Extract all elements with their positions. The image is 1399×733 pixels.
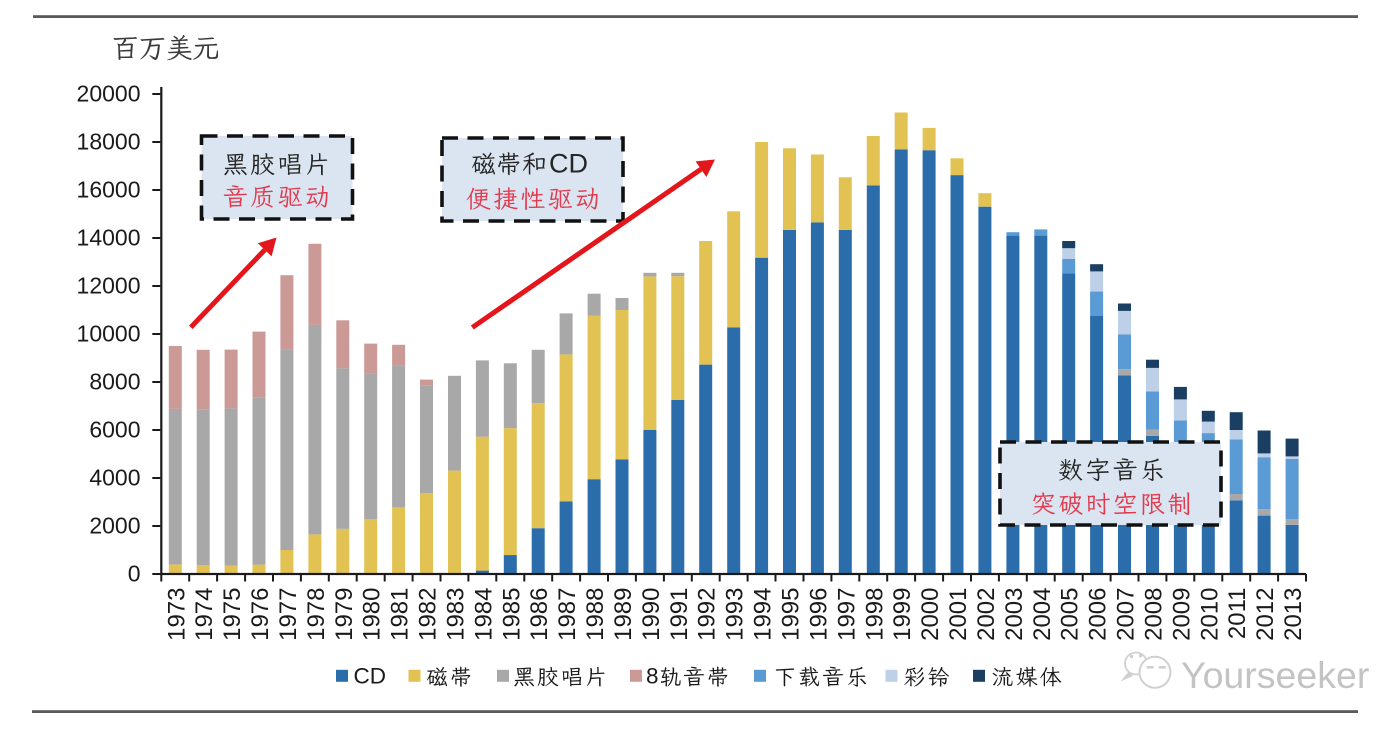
svg-text:1974: 1974 bbox=[191, 588, 218, 641]
svg-text:1999: 1999 bbox=[889, 588, 916, 641]
svg-text:1996: 1996 bbox=[805, 588, 832, 641]
svg-text:2004: 2004 bbox=[1029, 588, 1056, 641]
svg-text:1982: 1982 bbox=[415, 588, 442, 641]
svg-text:2012: 2012 bbox=[1252, 588, 1279, 641]
svg-text:10000: 10000 bbox=[77, 321, 141, 347]
svg-text:1991: 1991 bbox=[666, 588, 693, 641]
svg-text:18000: 18000 bbox=[77, 129, 141, 155]
svg-text:14000: 14000 bbox=[77, 225, 141, 251]
svg-text:2009: 2009 bbox=[1168, 588, 1195, 641]
svg-text:1995: 1995 bbox=[778, 588, 805, 641]
svg-text:1973: 1973 bbox=[163, 588, 190, 641]
svg-text:1980: 1980 bbox=[359, 588, 386, 641]
svg-text:1987: 1987 bbox=[554, 588, 581, 641]
svg-text:0: 0 bbox=[128, 561, 141, 587]
svg-text:1990: 1990 bbox=[638, 588, 665, 641]
svg-text:1985: 1985 bbox=[498, 588, 525, 641]
svg-text:1976: 1976 bbox=[247, 588, 274, 641]
svg-text:1983: 1983 bbox=[443, 588, 470, 641]
svg-text:1988: 1988 bbox=[582, 588, 609, 641]
svg-text:1975: 1975 bbox=[219, 588, 246, 641]
svg-text:2006: 2006 bbox=[1085, 588, 1112, 641]
svg-text:2013: 2013 bbox=[1280, 588, 1307, 641]
svg-text:1986: 1986 bbox=[526, 588, 553, 641]
svg-text:8000: 8000 bbox=[89, 369, 140, 395]
svg-text:2007: 2007 bbox=[1113, 588, 1140, 641]
svg-text:1992: 1992 bbox=[694, 588, 721, 641]
svg-text:2000: 2000 bbox=[917, 588, 944, 641]
svg-text:1978: 1978 bbox=[303, 588, 330, 641]
svg-text:1998: 1998 bbox=[861, 588, 888, 641]
svg-text:4000: 4000 bbox=[89, 465, 140, 491]
svg-text:2003: 2003 bbox=[1001, 588, 1028, 641]
svg-text:2010: 2010 bbox=[1196, 588, 1223, 641]
svg-text:2008: 2008 bbox=[1141, 588, 1168, 641]
svg-text:2000: 2000 bbox=[89, 513, 140, 539]
svg-text:1984: 1984 bbox=[470, 588, 497, 641]
svg-text:20000: 20000 bbox=[77, 81, 141, 107]
svg-text:1994: 1994 bbox=[750, 588, 777, 641]
svg-text:8: 8 bbox=[646, 664, 659, 689]
svg-text:1979: 1979 bbox=[331, 588, 358, 641]
svg-text:CD: CD bbox=[354, 664, 387, 689]
svg-text:2002: 2002 bbox=[973, 588, 1000, 641]
svg-text:2001: 2001 bbox=[945, 588, 972, 641]
svg-text:2011: 2011 bbox=[1224, 588, 1251, 640]
svg-text:1997: 1997 bbox=[833, 588, 860, 641]
svg-text:1977: 1977 bbox=[275, 588, 302, 641]
svg-text:1993: 1993 bbox=[722, 588, 749, 641]
svg-text:16000: 16000 bbox=[77, 177, 141, 203]
svg-text:1989: 1989 bbox=[610, 588, 637, 641]
svg-text:Yourseeker: Yourseeker bbox=[1181, 654, 1369, 696]
svg-text:2005: 2005 bbox=[1057, 588, 1084, 641]
svg-text:12000: 12000 bbox=[77, 273, 141, 299]
svg-text:CD: CD bbox=[549, 149, 588, 179]
svg-text:1981: 1981 bbox=[387, 588, 414, 641]
svg-text:6000: 6000 bbox=[89, 417, 140, 443]
